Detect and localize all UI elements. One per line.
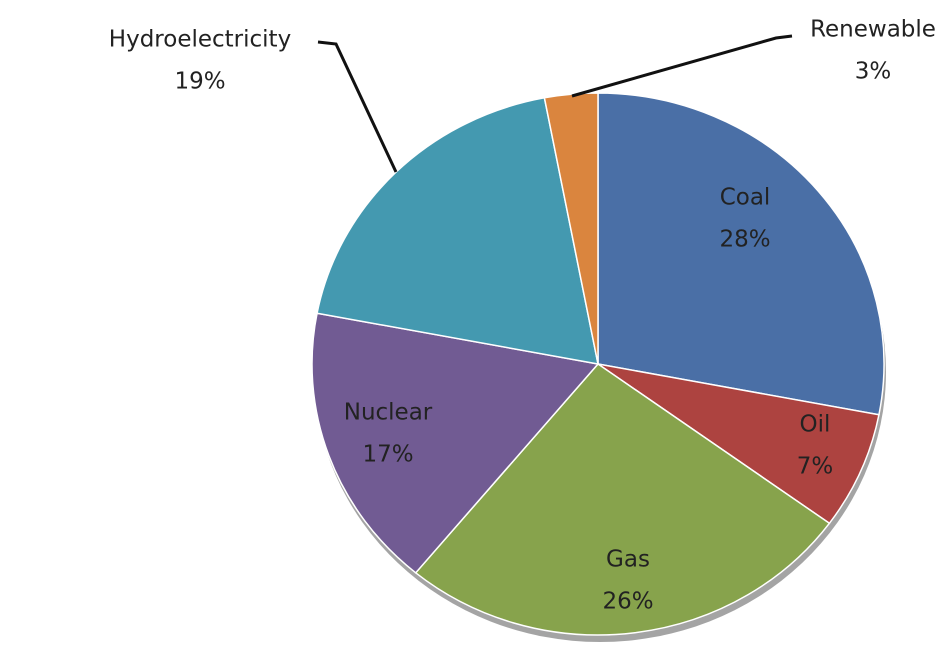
category-label: Nuclear <box>344 400 433 426</box>
leader-line <box>317 40 398 173</box>
pie-slice <box>597 363 880 525</box>
category-label: Coal <box>720 185 771 211</box>
category-label: Oil <box>800 412 831 438</box>
pie-slice <box>543 92 599 365</box>
category-label: Hydroelectricity <box>109 27 291 53</box>
pie-slice <box>414 363 831 636</box>
category-label: Gas <box>606 547 650 573</box>
value-label: 7% <box>797 454 834 480</box>
value-label: 3% <box>855 59 892 85</box>
value-label: 17% <box>362 442 413 468</box>
pie-slice <box>311 312 600 574</box>
value-label: 26% <box>602 589 653 615</box>
leader-line <box>571 34 793 98</box>
value-label: 19% <box>174 69 225 95</box>
labels: Coal 28% Oil 7% Gas 26% Nuclear 17% Hydroelectri… <box>109 17 936 615</box>
pie <box>311 92 885 636</box>
pie-slice <box>316 96 599 365</box>
value-label: 28% <box>719 227 770 253</box>
pie-slice <box>597 92 885 416</box>
category-label: Renewable <box>810 17 936 43</box>
